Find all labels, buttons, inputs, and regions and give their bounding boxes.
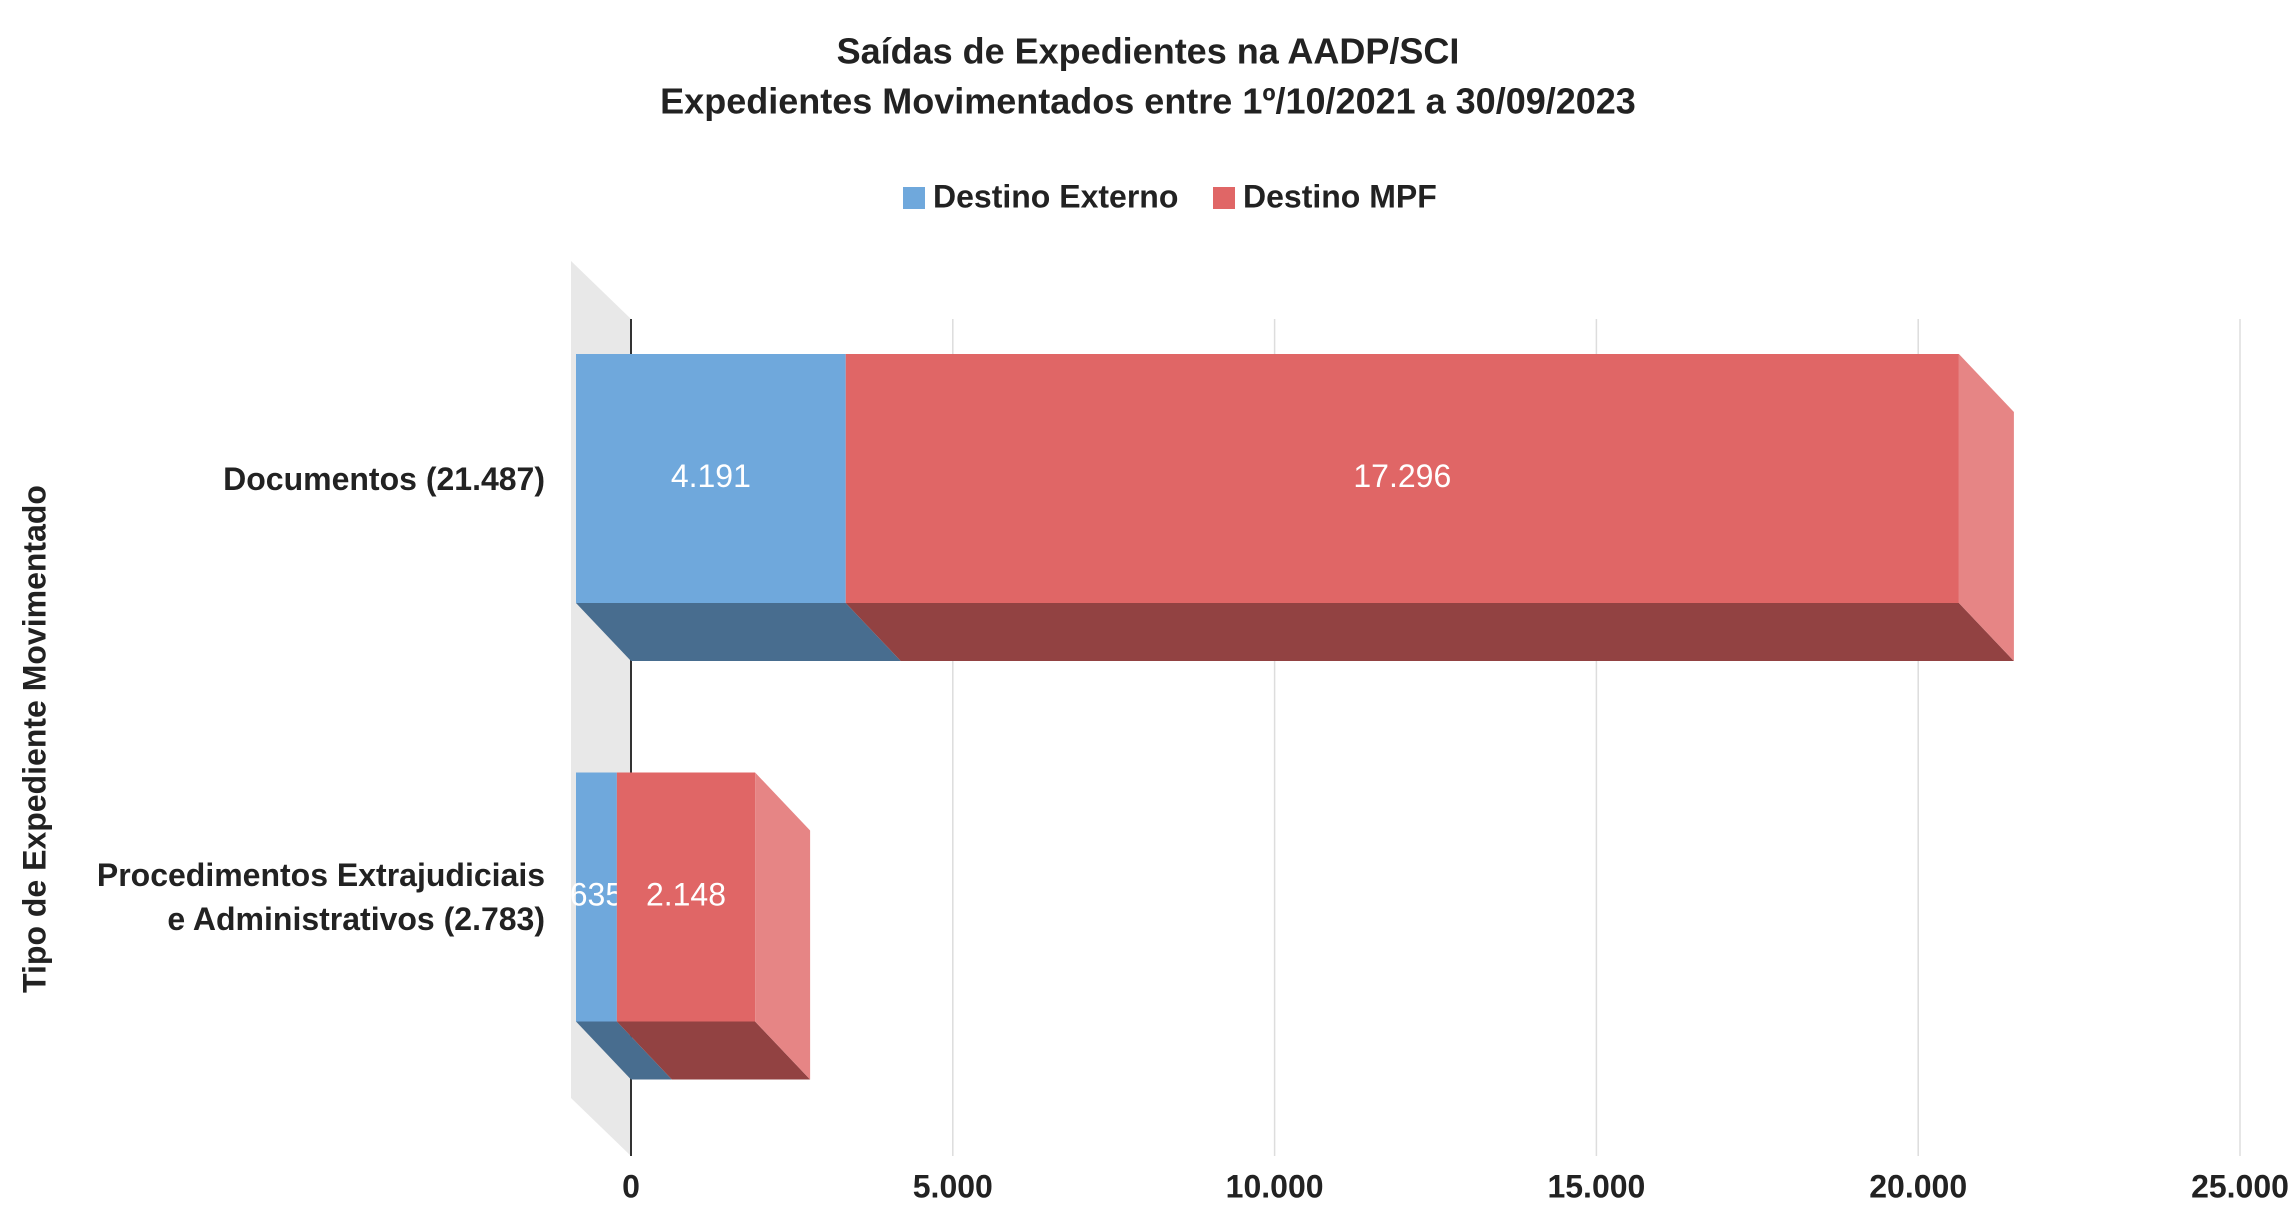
x-tick-label: 10.000 xyxy=(1226,1168,1324,1204)
category-label: Procedimentos Extrajudiciais e Administr… xyxy=(96,857,545,937)
bar-bottom xyxy=(845,603,2014,661)
bar xyxy=(616,772,756,1022)
value-label: 635 xyxy=(570,876,623,912)
chart-subtitle: Expedientes Movimentados entre 1º/10/202… xyxy=(660,81,1636,122)
bar-bottom xyxy=(576,1021,672,1080)
category-label: Documentos (21.487) xyxy=(223,460,545,497)
bar-side xyxy=(1958,354,2014,661)
bar xyxy=(845,354,1959,603)
chart-title: Saídas de Expedientes na AADP/SCI xyxy=(837,31,1460,72)
x-tick-label: 20.000 xyxy=(1869,1168,1967,1204)
x-tick-label: 0 xyxy=(622,1168,640,1204)
x-tick-label: 25.000 xyxy=(2191,1168,2289,1204)
value-label: 17.296 xyxy=(1353,458,1451,494)
legend-swatch xyxy=(1213,187,1235,209)
bar xyxy=(576,772,617,1022)
bar-side xyxy=(755,772,811,1080)
value-label: 2.148 xyxy=(646,876,726,912)
x-tick-label: 15.000 xyxy=(1547,1168,1645,1204)
bar-bottom xyxy=(616,1021,811,1080)
bar-bottom xyxy=(576,603,901,661)
bar xyxy=(576,354,846,603)
x-tick-label: 5.000 xyxy=(913,1168,993,1204)
legend-label: Destino Externo xyxy=(933,178,1178,214)
legend-swatch xyxy=(903,187,925,209)
y-axis-title: Tipo de Expediente Movimentado xyxy=(16,485,52,993)
value-label: 4.191 xyxy=(671,458,751,494)
legend-label: Destino MPF xyxy=(1243,178,1437,214)
